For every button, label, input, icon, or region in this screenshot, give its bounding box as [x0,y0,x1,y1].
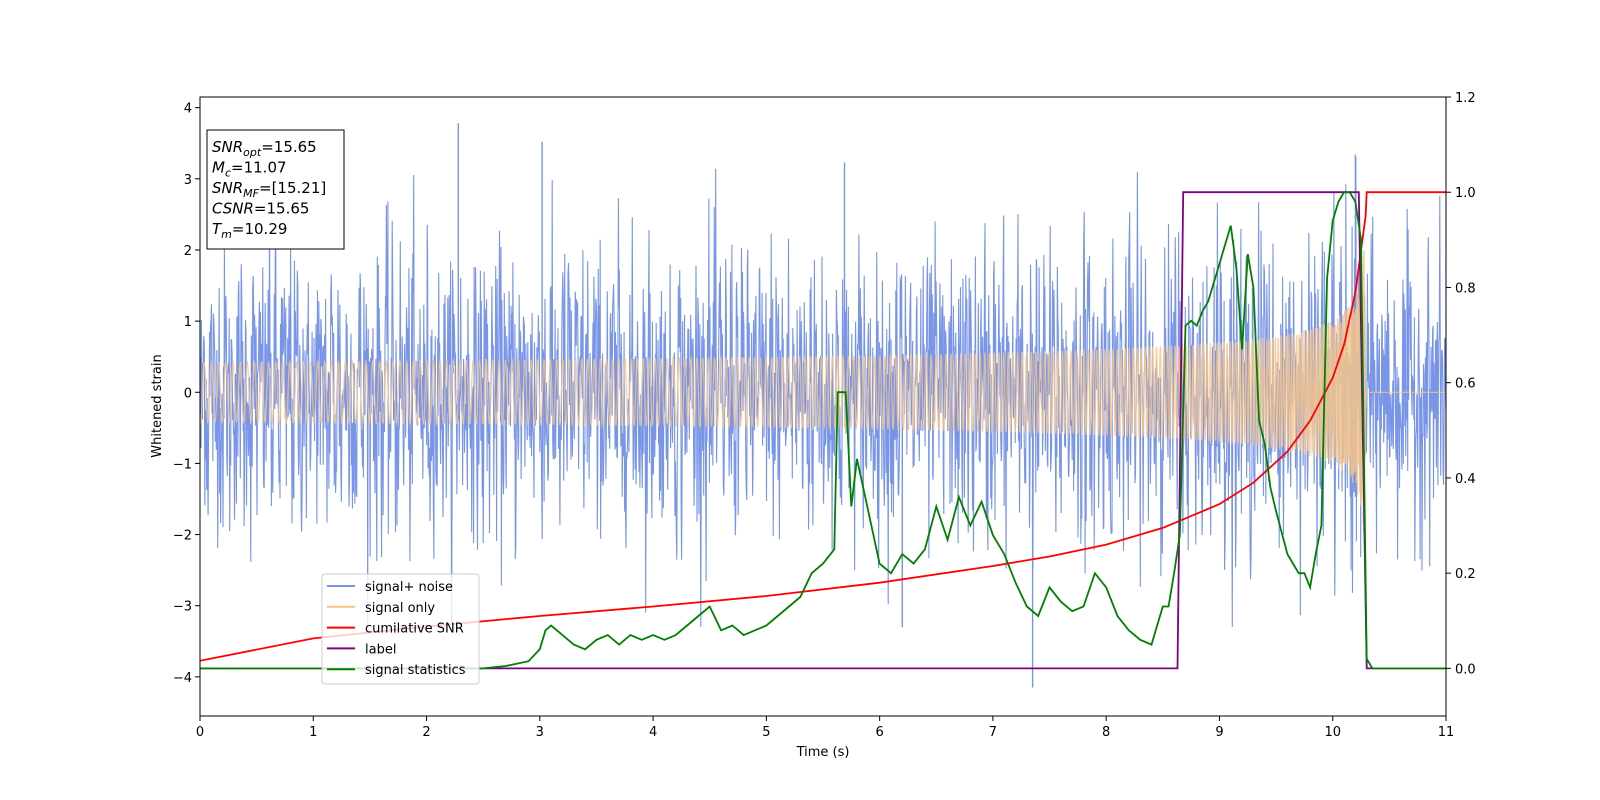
x-tick-label: 2 [422,725,430,740]
x-tick-label: 6 [875,725,883,740]
y-right-tick-label: 1.2 [1455,91,1476,106]
x-tick-label: 4 [649,725,657,740]
x-axis-label: Time (s) [796,745,850,760]
x-tick-label: 0 [196,725,204,740]
series-cumulative-snr-line [200,191,1446,662]
y-left-tick-label: 4 [184,102,192,117]
y-right-tick-label: 0.0 [1455,662,1476,677]
y-right-tick-label: 0.6 [1455,377,1476,392]
y-left-tick-label: −2 [173,529,192,544]
legend-label: signal statistics [365,663,466,678]
legend-label: cumilative SNR [365,622,464,637]
legend-label: signal only [365,601,435,616]
series-signal-statistics-line [200,191,1446,670]
info-box-line: Tm=10.29 [212,220,287,241]
info-box-frame [206,129,345,250]
x-tick-label: 1 [309,725,317,740]
x-tick-label: 9 [1215,725,1223,740]
y-left-tick-label: −4 [173,671,192,686]
x-tick-label: 11 [1438,725,1455,740]
info-box-line: SNRopt=15.65 [212,138,317,159]
legend-label: signal+ noise [365,580,453,595]
y-right-tick-label: 0.4 [1455,472,1476,487]
y-axis-label: Whitened strain [150,354,165,457]
y-left-tick-label: 0 [184,386,192,401]
info-box-line: Mc=11.07 [212,159,287,180]
plot-area [200,123,1446,688]
x-tick-label: 10 [1324,725,1341,740]
y-left-tick-label: −3 [173,600,192,615]
y-left-tick-label: 1 [184,315,192,330]
y-left-tick-label: 3 [184,173,192,188]
x-tick-label: 7 [989,725,997,740]
y-axis-left: −4 −3 −2 −1 0 1 2 3 4 [173,102,200,686]
y-left-tick-label: −1 [173,457,192,472]
x-axis: 0 1 2 3 4 5 6 7 8 9 10 11 [196,716,1454,740]
series-signal-noise-spikes [457,123,1357,688]
legend-frame [321,573,480,685]
y-left-tick-label: 2 [184,244,192,259]
info-box-line: CSNR=15.65 [212,200,309,218]
y-right-tick-label: 0.2 [1455,567,1476,582]
legend: signal+ noise signal only cumilative SNR la… [321,573,480,685]
info-box: SNRopt=15.65Mc=11.07SNRMF=[15.21]CSNR=15… [206,129,345,250]
legend-label: label [365,642,396,657]
x-tick-label: 3 [536,725,544,740]
x-tick-label: 8 [1102,725,1110,740]
info-box-line: SNRMF=[15.21] [212,179,326,200]
plot-frame [199,96,1447,717]
y-right-tick-label: 0.8 [1455,281,1476,296]
y-axis-right: 0.0 0.2 0.4 0.6 0.8 1.0 1.2 [1446,91,1476,677]
x-tick-label: 5 [762,725,770,740]
series-signal-only-line [200,249,1446,534]
y-right-tick-label: 1.0 [1455,186,1476,201]
